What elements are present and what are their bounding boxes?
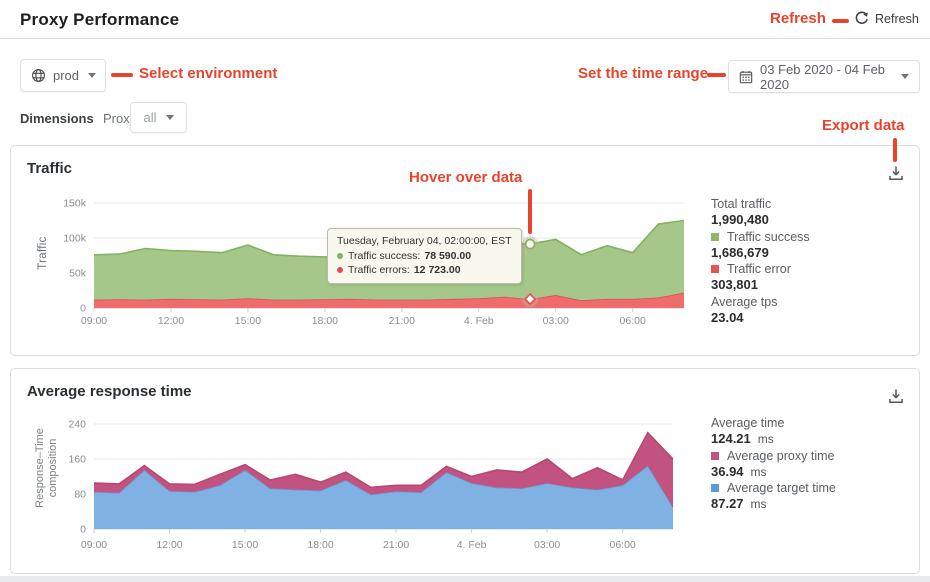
- calendar-icon: [739, 70, 753, 84]
- refresh-icon: [854, 11, 869, 26]
- error-swatch-icon: [711, 265, 719, 274]
- svg-text:18:00: 18:00: [312, 315, 338, 327]
- svg-text:09:00: 09:00: [81, 539, 107, 551]
- svg-text:09:00: 09:00: [81, 315, 107, 327]
- stat-value: 1,686,679: [711, 244, 769, 260]
- tooltip-row: Traffic errors: 12 723.00: [337, 263, 512, 277]
- svg-text:15:00: 15:00: [232, 539, 258, 551]
- response-stats: Average time 124.21 ms Average proxy time…: [711, 415, 916, 513]
- annotation-set-time-range: Set the time range: [578, 65, 709, 82]
- annotation-hover-line: [528, 189, 532, 234]
- proxy-select[interactable]: all: [130, 102, 187, 133]
- tooltip-success-value: 78 590.00: [424, 250, 472, 262]
- svg-text:12:00: 12:00: [158, 315, 184, 327]
- proxy-value: all: [143, 110, 157, 125]
- tooltip-row: Traffic success: 78 590.00: [337, 249, 512, 263]
- refresh-button[interactable]: Refresh: [854, 11, 919, 26]
- environment-select[interactable]: prod: [20, 59, 106, 92]
- traffic-card-title: Traffic: [27, 160, 73, 177]
- svg-text:06:00: 06:00: [620, 315, 646, 327]
- traffic-stats: Total traffic 1,990,480 Traffic success …: [711, 196, 916, 326]
- annotation-export-line: [893, 138, 897, 162]
- page-title: Proxy Performance: [20, 10, 180, 29]
- stat-value: 124.21 ms: [711, 431, 774, 447]
- errors-bullet-icon: [337, 267, 343, 273]
- stat-label: Average tps: [711, 294, 778, 309]
- traffic-export-button[interactable]: [885, 162, 907, 184]
- date-range-picker[interactable]: 03 Feb 2020 - 04 Feb 2020: [728, 60, 920, 93]
- svg-text:0: 0: [80, 524, 86, 536]
- svg-text:240: 240: [68, 419, 86, 431]
- tooltip-success-label: Traffic success:: [348, 250, 421, 262]
- tooltip-errors-value: 12 723.00: [413, 264, 461, 276]
- stat-value: 23.04: [711, 310, 744, 326]
- svg-text:100k: 100k: [63, 233, 87, 245]
- stat-value: 1,990,480: [711, 212, 769, 228]
- annotation-refresh-dash: [832, 19, 849, 23]
- svg-text:80: 80: [74, 489, 86, 501]
- chevron-down-icon: [88, 73, 97, 78]
- stat-value: 87.27 ms: [711, 496, 767, 512]
- svg-text:50k: 50k: [69, 268, 87, 280]
- chart-tooltip: Tuesday, February 04, 02:00:00, EST Traf…: [327, 228, 522, 284]
- annotation-hover-over-data: Hover over data: [409, 169, 523, 186]
- svg-text:4. Feb: 4. Feb: [464, 315, 494, 327]
- annotation-refresh: Refresh: [770, 10, 826, 27]
- svg-text:03:00: 03:00: [543, 315, 569, 327]
- proxy-label: Proxy: [103, 111, 137, 126]
- svg-text:4. Feb: 4. Feb: [457, 539, 487, 551]
- stat-label: Traffic success: [711, 229, 916, 245]
- download-icon: [887, 387, 905, 405]
- svg-text:150k: 150k: [63, 198, 87, 210]
- traffic-card: Traffic Traffic 0 50k 100k 150k 09:00 12:00 15…: [10, 145, 920, 356]
- svg-text:160: 160: [68, 454, 86, 466]
- header-divider: [0, 38, 930, 39]
- download-icon: [887, 164, 905, 182]
- page-bottom-strip: [0, 576, 930, 582]
- response-time-card: Average response time Response–Time comp…: [10, 368, 920, 574]
- annotation-env-dash: [111, 73, 133, 77]
- response-card-title: Average response time: [27, 383, 192, 400]
- svg-text:06:00: 06:00: [610, 539, 636, 551]
- stat-value: 36.94 ms: [711, 463, 767, 479]
- stat-label: Traffic error: [711, 261, 916, 277]
- chevron-down-icon: [165, 115, 174, 120]
- svg-text:15:00: 15:00: [235, 315, 261, 327]
- svg-text:12:00: 12:00: [156, 539, 182, 551]
- stat-label: Total traffic: [711, 197, 772, 211]
- annotation-export-data: Export data: [822, 117, 905, 134]
- tooltip-title: Tuesday, February 04, 02:00:00, EST: [337, 235, 512, 247]
- svg-text:21:00: 21:00: [389, 315, 415, 327]
- globe-icon: [31, 68, 46, 83]
- annotation-time-dash: [707, 73, 726, 77]
- success-swatch-icon: [711, 232, 719, 241]
- proxy-time-swatch-icon: [711, 451, 719, 460]
- tooltip-errors-label: Traffic errors:: [348, 264, 410, 276]
- dimensions-label: Dimensions: [20, 111, 94, 126]
- stat-label: Average time: [711, 416, 785, 430]
- target-time-swatch-icon: [711, 484, 719, 493]
- svg-text:21:00: 21:00: [383, 539, 409, 551]
- date-range-value: 03 Feb 2020 - 04 Feb 2020: [760, 61, 886, 92]
- success-bullet-icon: [337, 253, 343, 259]
- svg-text:03:00: 03:00: [534, 539, 560, 551]
- refresh-label: Refresh: [875, 11, 919, 26]
- stat-label: Average target time: [711, 480, 916, 496]
- stat-label: Average proxy time: [711, 448, 916, 464]
- response-chart[interactable]: 0 80 160 240 09:00 12:00 15:00 18:00 21:00 4. Feb…: [11, 369, 921, 561]
- svg-text:18:00: 18:00: [307, 539, 333, 551]
- svg-text:0: 0: [80, 303, 86, 315]
- response-export-button[interactable]: [885, 385, 907, 407]
- annotation-select-environment: Select environment: [139, 65, 278, 82]
- environment-value: prod: [53, 68, 80, 83]
- stat-value: 303,801: [711, 277, 758, 293]
- chevron-down-icon: [901, 74, 909, 79]
